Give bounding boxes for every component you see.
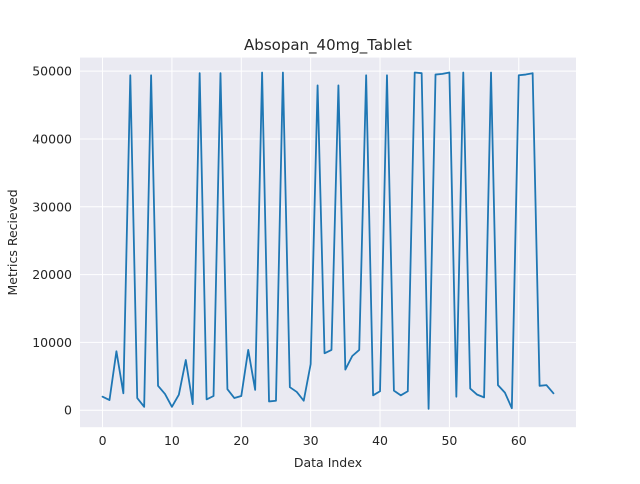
- x-tick-label: 10: [164, 433, 180, 448]
- x-tick-label: 40: [372, 433, 388, 448]
- plot-background: [80, 57, 576, 428]
- y-tick-labels: 0 10000 20000 30000 40000 50000: [32, 64, 72, 418]
- series-group: [101, 71, 555, 410]
- y-axis-label: Metrics Recieved: [5, 189, 20, 295]
- y-tick-label: 0: [64, 403, 72, 418]
- y-tick-label: 10000: [32, 335, 72, 350]
- y-tick-label: 20000: [32, 267, 72, 282]
- x-tick-label: 30: [303, 433, 319, 448]
- x-tick-labels: 0 10 20 30 40 50 60: [99, 433, 527, 448]
- y-tick-label: 50000: [32, 64, 72, 79]
- x-tick-label: 60: [511, 433, 527, 448]
- chart-title: Absopan_40mg_Tablet: [244, 36, 412, 55]
- x-tick-label: 20: [233, 433, 249, 448]
- x-axis-label: Data Index: [294, 455, 362, 470]
- y-tick-label: 30000: [32, 199, 72, 214]
- x-tick-label: 50: [441, 433, 457, 448]
- y-tick-label: 40000: [32, 131, 72, 146]
- series-line: [101, 71, 555, 410]
- x-tick-label: 0: [99, 433, 107, 448]
